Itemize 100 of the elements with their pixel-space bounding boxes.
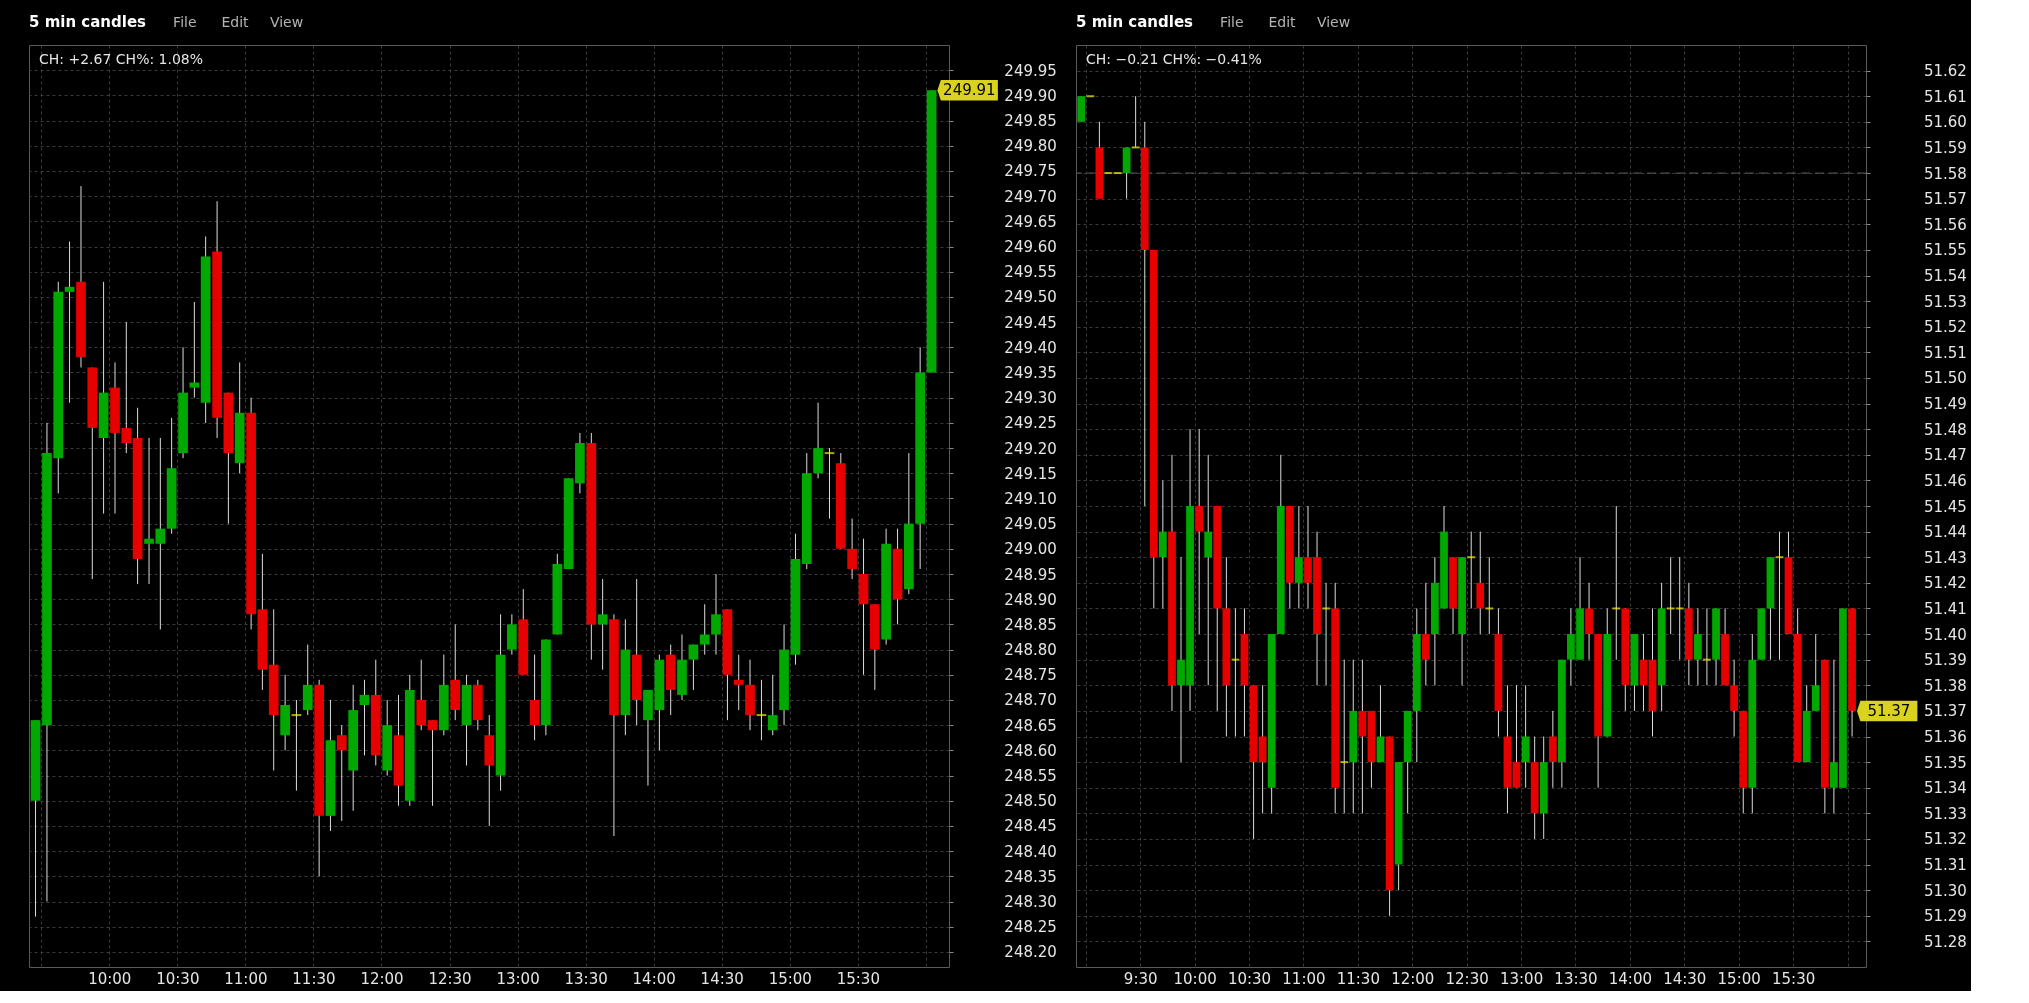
y-tick-label: 51.37 bbox=[1923, 702, 1967, 721]
y-tick-label: 248.45 bbox=[1004, 817, 1057, 836]
y-tick-label: 51.42 bbox=[1923, 574, 1967, 593]
x-tick-label: 10:30 bbox=[156, 969, 200, 988]
text: File bbox=[1220, 14, 1244, 30]
y-tick-label: 248.65 bbox=[1004, 716, 1057, 735]
y-tick-label: 51.28 bbox=[1923, 932, 1967, 951]
y-tick-label: 51.41 bbox=[1923, 599, 1967, 618]
y-tick-label: 249.65 bbox=[1004, 212, 1057, 231]
y-tick-label: 249.15 bbox=[1004, 464, 1057, 483]
y-tick-label: 248.85 bbox=[1004, 615, 1057, 634]
y-tick-label: 51.43 bbox=[1923, 548, 1967, 567]
y-tick-label: 249.55 bbox=[1004, 263, 1057, 282]
text: File bbox=[173, 14, 197, 30]
x-tick-label: 15:30 bbox=[836, 969, 880, 988]
y-tick-label: 51.50 bbox=[1923, 369, 1967, 388]
x-tick-label: 14:30 bbox=[1663, 969, 1707, 988]
y-tick-label: 51.52 bbox=[1923, 318, 1967, 337]
text: Edit bbox=[1268, 14, 1297, 30]
y-tick-label: 249.75 bbox=[1004, 162, 1057, 181]
y-tick-label: 51.32 bbox=[1923, 830, 1967, 849]
y-tick-label: 248.70 bbox=[1004, 691, 1057, 710]
x-tick-label: 14:00 bbox=[1608, 969, 1652, 988]
y-tick-label: 249.35 bbox=[1004, 363, 1057, 382]
candlestick bbox=[1485, 556, 1494, 635]
x-tick-label: 12:00 bbox=[1391, 969, 1435, 988]
y-tick-label: 249.70 bbox=[1004, 187, 1057, 206]
chart-subtitle: CH: +2.67 CH%: 1.08% bbox=[39, 51, 204, 67]
candlestick bbox=[1131, 95, 1140, 149]
y-tick-label: 249.60 bbox=[1004, 238, 1057, 257]
x-tick-label: 15:00 bbox=[1717, 969, 1761, 988]
x-tick-label: 14:30 bbox=[700, 969, 744, 988]
x-tick-label: 14:00 bbox=[632, 969, 676, 988]
candlestick bbox=[597, 578, 608, 671]
candlestick bbox=[189, 301, 200, 399]
y-tick-label: 51.39 bbox=[1923, 651, 1967, 670]
candlestick bbox=[847, 518, 857, 580]
y-tick-label: 249.45 bbox=[1004, 313, 1057, 332]
y-tick-label: 249.95 bbox=[1004, 61, 1057, 80]
y-tick-label: 51.34 bbox=[1923, 779, 1967, 798]
candlestick bbox=[336, 724, 347, 822]
annotation: 249.91 bbox=[943, 81, 996, 100]
y-tick-label: 51.45 bbox=[1923, 497, 1967, 516]
candlestick bbox=[1703, 607, 1711, 686]
y-tick-label: 51.49 bbox=[1923, 395, 1967, 414]
y-tick-label: 248.20 bbox=[1004, 943, 1057, 962]
candlestick bbox=[756, 679, 767, 741]
candlestick bbox=[291, 699, 302, 792]
candlestick bbox=[427, 719, 438, 807]
y-tick-label: 248.80 bbox=[1004, 641, 1057, 660]
y-tick-label: 51.54 bbox=[1923, 267, 1967, 285]
x-tick-label: 13:00 bbox=[496, 969, 540, 988]
y-tick-label: 249.20 bbox=[1004, 439, 1057, 458]
x-tick-label: 13:00 bbox=[1499, 969, 1544, 988]
x-tick-label: 11:30 bbox=[1336, 969, 1380, 988]
y-tick-label: 51.56 bbox=[1923, 215, 1967, 234]
x-tick-label: 15:30 bbox=[1771, 969, 1816, 988]
x-tick-label: 10:00 bbox=[88, 969, 132, 988]
y-tick-label: 248.95 bbox=[1004, 565, 1057, 584]
y-tick-label: 51.44 bbox=[1923, 523, 1967, 542]
chart-title: 5 min candles bbox=[1076, 13, 1194, 31]
y-tick-label: 51.53 bbox=[1923, 292, 1967, 311]
y-tick-label: 249.40 bbox=[1004, 338, 1057, 357]
x-tick-label: 12:30 bbox=[428, 969, 472, 988]
candlestick bbox=[1612, 505, 1621, 661]
x-tick-label: 11:00 bbox=[224, 969, 268, 988]
y-tick-label: 248.90 bbox=[1004, 590, 1057, 609]
chart-title: 5 min candles bbox=[29, 13, 147, 31]
y-tick-label: 249.30 bbox=[1004, 389, 1057, 408]
x-tick-label: 12:30 bbox=[1445, 969, 1489, 988]
y-tick-label: 51.58 bbox=[1923, 164, 1967, 183]
y-tick-label: 51.55 bbox=[1923, 241, 1967, 260]
y-tick-label: 249.25 bbox=[1004, 414, 1057, 433]
y-tick-label: 248.35 bbox=[1004, 867, 1057, 886]
y-tick-label: 51.29 bbox=[1923, 907, 1967, 926]
candlestick bbox=[767, 674, 778, 736]
candlestick bbox=[1322, 582, 1330, 686]
y-tick-label: 248.55 bbox=[1004, 767, 1057, 786]
y-tick-label: 248.50 bbox=[1004, 792, 1057, 811]
candlestick bbox=[1340, 659, 1349, 814]
x-tick-label: 13:30 bbox=[1554, 969, 1598, 988]
y-tick-label: 51.60 bbox=[1923, 113, 1967, 132]
y-tick-label: 249.00 bbox=[1004, 540, 1057, 559]
x-tick-label: 11:00 bbox=[1282, 969, 1326, 988]
y-tick-label: 248.75 bbox=[1004, 666, 1057, 685]
y-tick-label: 249.85 bbox=[1004, 112, 1057, 131]
y-tick-label: 51.40 bbox=[1923, 625, 1967, 644]
candlestick bbox=[824, 447, 835, 520]
y-tick-label: 51.48 bbox=[1923, 420, 1967, 439]
y-tick-label: 249.90 bbox=[1004, 86, 1057, 105]
x-tick-label: 12:00 bbox=[360, 969, 404, 988]
y-tick-label: 51.57 bbox=[1923, 190, 1967, 209]
x-tick-label: 13:30 bbox=[564, 969, 608, 988]
candlestick bbox=[1195, 428, 1204, 635]
y-tick-label: 51.61 bbox=[1923, 87, 1967, 106]
x-tick-label: 9:30 bbox=[1123, 969, 1158, 988]
y-tick-label: 51.38 bbox=[1923, 676, 1967, 695]
y-tick-label: 51.35 bbox=[1923, 753, 1967, 772]
text: View bbox=[269, 14, 304, 30]
y-tick-label: 51.51 bbox=[1923, 343, 1967, 362]
